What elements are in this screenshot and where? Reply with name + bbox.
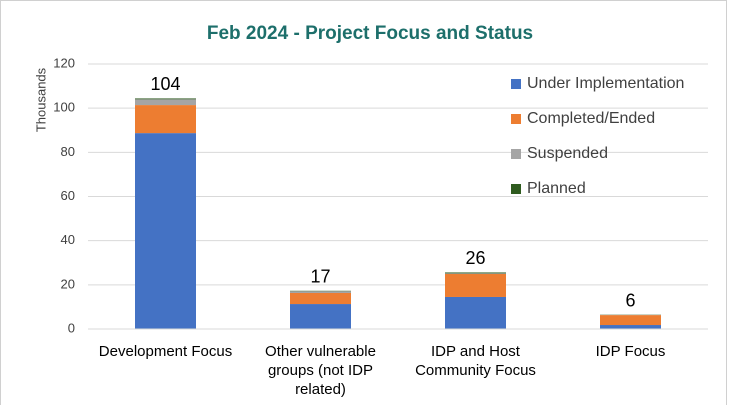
x-tick-label: Other vulnerable groups (not IDP related… — [265, 343, 376, 398]
x-tick-label: IDP and Host Community Focus — [415, 343, 536, 379]
bar-segment — [290, 293, 351, 305]
bar-segment — [445, 274, 506, 297]
total-label: 26 — [465, 248, 485, 268]
bar-segment — [600, 315, 661, 326]
total-label: 104 — [150, 74, 180, 94]
total-label: 17 — [310, 267, 330, 287]
legend-swatch — [511, 184, 521, 194]
bar-segment — [445, 272, 506, 274]
total-label: 6 — [625, 290, 635, 310]
bar-segment — [135, 133, 196, 329]
bar-segment — [135, 99, 196, 106]
chart-title: Feb 2024 - Project Focus and Status — [207, 23, 533, 44]
legend-label: Under Implementation — [527, 75, 684, 92]
legend-label: Planned — [527, 180, 586, 197]
y-tick-label: 60 — [61, 188, 75, 203]
bar-segment — [600, 325, 661, 329]
legend-swatch — [511, 114, 521, 124]
legend-swatch — [511, 79, 521, 89]
y-axis-label: Thousands — [33, 67, 48, 132]
y-tick-label: 40 — [61, 232, 75, 247]
y-tick-label: 100 — [53, 100, 75, 115]
x-tick-label: Development Focus — [98, 343, 233, 360]
bar-segment — [290, 291, 351, 294]
legend-swatch — [511, 149, 521, 159]
y-tick-label: 20 — [61, 276, 75, 291]
x-tick-label: IDP Focus — [595, 343, 666, 360]
bar-segment — [445, 296, 506, 329]
y-tick-label: 80 — [61, 144, 75, 159]
bar-segment — [290, 304, 351, 329]
legend-label: Suspended — [527, 145, 608, 162]
y-tick-label: 120 — [53, 55, 75, 70]
bar-segment — [135, 105, 196, 134]
legend-label: Completed/Ended — [527, 110, 655, 127]
bar-segment — [135, 98, 196, 100]
bar-segment — [445, 273, 506, 275]
y-tick-label: 0 — [68, 320, 75, 335]
